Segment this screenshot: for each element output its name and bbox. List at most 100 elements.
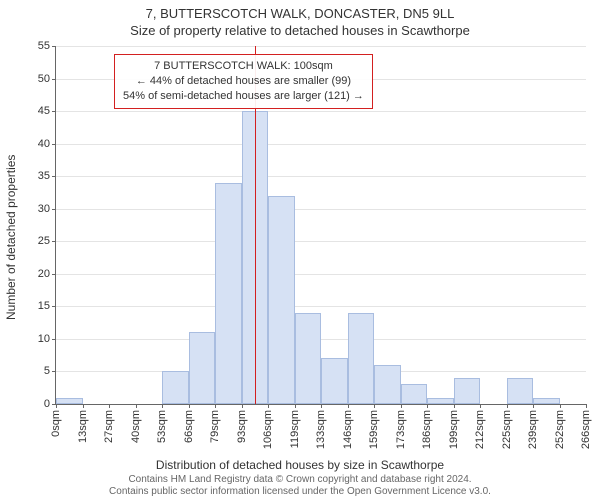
x-tick-mark (109, 404, 110, 408)
histogram-bar (321, 358, 348, 404)
x-tick-mark (321, 404, 322, 408)
x-tick-label: 13sqm (77, 410, 89, 443)
gridline (56, 111, 586, 112)
y-tick-mark (52, 306, 56, 307)
footer-attribution: Contains HM Land Registry data © Crown c… (0, 474, 600, 498)
y-tick-label: 40 (38, 138, 50, 150)
x-tick-mark (507, 404, 508, 408)
y-tick-mark (52, 274, 56, 275)
x-tick-label: 119sqm (289, 410, 301, 448)
annotation-line1: 7 BUTTERSCOTCH WALK: 100sqm (123, 59, 364, 74)
x-tick-mark (242, 404, 243, 408)
x-tick-mark (560, 404, 561, 408)
x-tick-label: 266sqm (580, 410, 592, 449)
x-tick-mark (374, 404, 375, 408)
histogram-bar (374, 365, 401, 404)
chart-title-line1: 7, BUTTERSCOTCH WALK, DONCASTER, DN5 9LL (0, 0, 600, 21)
chart-title-line2: Size of property relative to detached ho… (0, 21, 600, 38)
x-tick-mark (56, 404, 57, 408)
y-tick-label: 0 (44, 398, 50, 410)
histogram-bar (427, 398, 454, 405)
x-tick-label: 146sqm (342, 410, 354, 449)
y-tick-label: 35 (38, 170, 50, 182)
x-tick-label: 106sqm (262, 410, 274, 449)
gridline (56, 306, 586, 307)
y-tick-label: 5 (44, 365, 50, 377)
y-tick-mark (52, 241, 56, 242)
x-tick-mark (162, 404, 163, 408)
x-tick-label: 252sqm (554, 410, 566, 449)
annotation-line3: 54% of semi-detached houses are larger (… (123, 89, 364, 104)
y-tick-mark (52, 111, 56, 112)
histogram-bar (295, 313, 322, 404)
histogram-bar (348, 313, 375, 404)
x-tick-label: 173sqm (395, 410, 407, 449)
x-tick-mark (83, 404, 84, 408)
x-tick-mark (136, 404, 137, 408)
y-tick-label: 45 (38, 105, 50, 117)
histogram-bar (533, 398, 560, 405)
gridline (56, 339, 586, 340)
annotation-box: 7 BUTTERSCOTCH WALK: 100sqm ← 44% of det… (114, 54, 373, 109)
x-tick-mark (401, 404, 402, 408)
y-tick-label: 30 (38, 203, 50, 215)
y-tick-label: 20 (38, 268, 50, 280)
histogram-bar (401, 384, 428, 404)
y-tick-mark (52, 339, 56, 340)
x-tick-mark (295, 404, 296, 408)
gridline (56, 144, 586, 145)
gridline (56, 209, 586, 210)
y-tick-mark (52, 79, 56, 80)
histogram-plot: 05101520253035404550550sqm13sqm27sqm40sq… (55, 46, 586, 405)
y-tick-label: 55 (38, 40, 50, 52)
histogram-bar (215, 183, 242, 404)
x-tick-mark (586, 404, 587, 408)
x-tick-label: 0sqm (50, 410, 62, 437)
x-axis-label: Distribution of detached houses by size … (0, 458, 600, 472)
y-tick-label: 10 (38, 333, 50, 345)
footer-line1: Contains HM Land Registry data © Crown c… (0, 474, 600, 486)
x-tick-label: 212sqm (474, 410, 486, 449)
x-tick-mark (427, 404, 428, 408)
y-tick-label: 50 (38, 73, 50, 85)
y-tick-mark (52, 176, 56, 177)
annotation-line2: ← 44% of detached houses are smaller (99… (123, 74, 364, 89)
x-tick-label: 53sqm (156, 410, 168, 443)
y-tick-mark (52, 371, 56, 372)
footer-line2: Contains public sector information licen… (0, 486, 600, 498)
y-tick-label: 25 (38, 235, 50, 247)
x-tick-mark (533, 404, 534, 408)
gridline (56, 176, 586, 177)
histogram-bar (454, 378, 481, 404)
x-tick-label: 93sqm (236, 410, 248, 443)
histogram-bar (507, 378, 534, 404)
x-tick-label: 159sqm (368, 410, 380, 449)
x-tick-mark (215, 404, 216, 408)
gridline (56, 241, 586, 242)
x-tick-label: 186sqm (421, 410, 433, 449)
histogram-bar (56, 398, 83, 405)
histogram-bar (268, 196, 295, 404)
gridline (56, 274, 586, 275)
y-tick-mark (52, 144, 56, 145)
x-tick-label: 27sqm (103, 410, 115, 443)
histogram-bar (189, 332, 216, 404)
x-tick-mark (454, 404, 455, 408)
y-tick-label: 15 (38, 300, 50, 312)
x-tick-mark (348, 404, 349, 408)
x-tick-mark (268, 404, 269, 408)
x-tick-mark (480, 404, 481, 408)
x-tick-label: 66sqm (183, 410, 195, 443)
x-tick-mark (189, 404, 190, 408)
x-tick-label: 40sqm (130, 410, 142, 443)
gridline (56, 46, 586, 47)
x-tick-label: 225sqm (501, 410, 513, 449)
y-axis-label: Number of detached properties (4, 155, 18, 320)
x-tick-label: 239sqm (527, 410, 539, 449)
y-tick-mark (52, 209, 56, 210)
y-tick-mark (52, 46, 56, 47)
x-tick-label: 79sqm (209, 410, 221, 443)
histogram-bar (162, 371, 189, 404)
x-tick-label: 133sqm (315, 410, 327, 449)
x-tick-label: 199sqm (448, 410, 460, 449)
